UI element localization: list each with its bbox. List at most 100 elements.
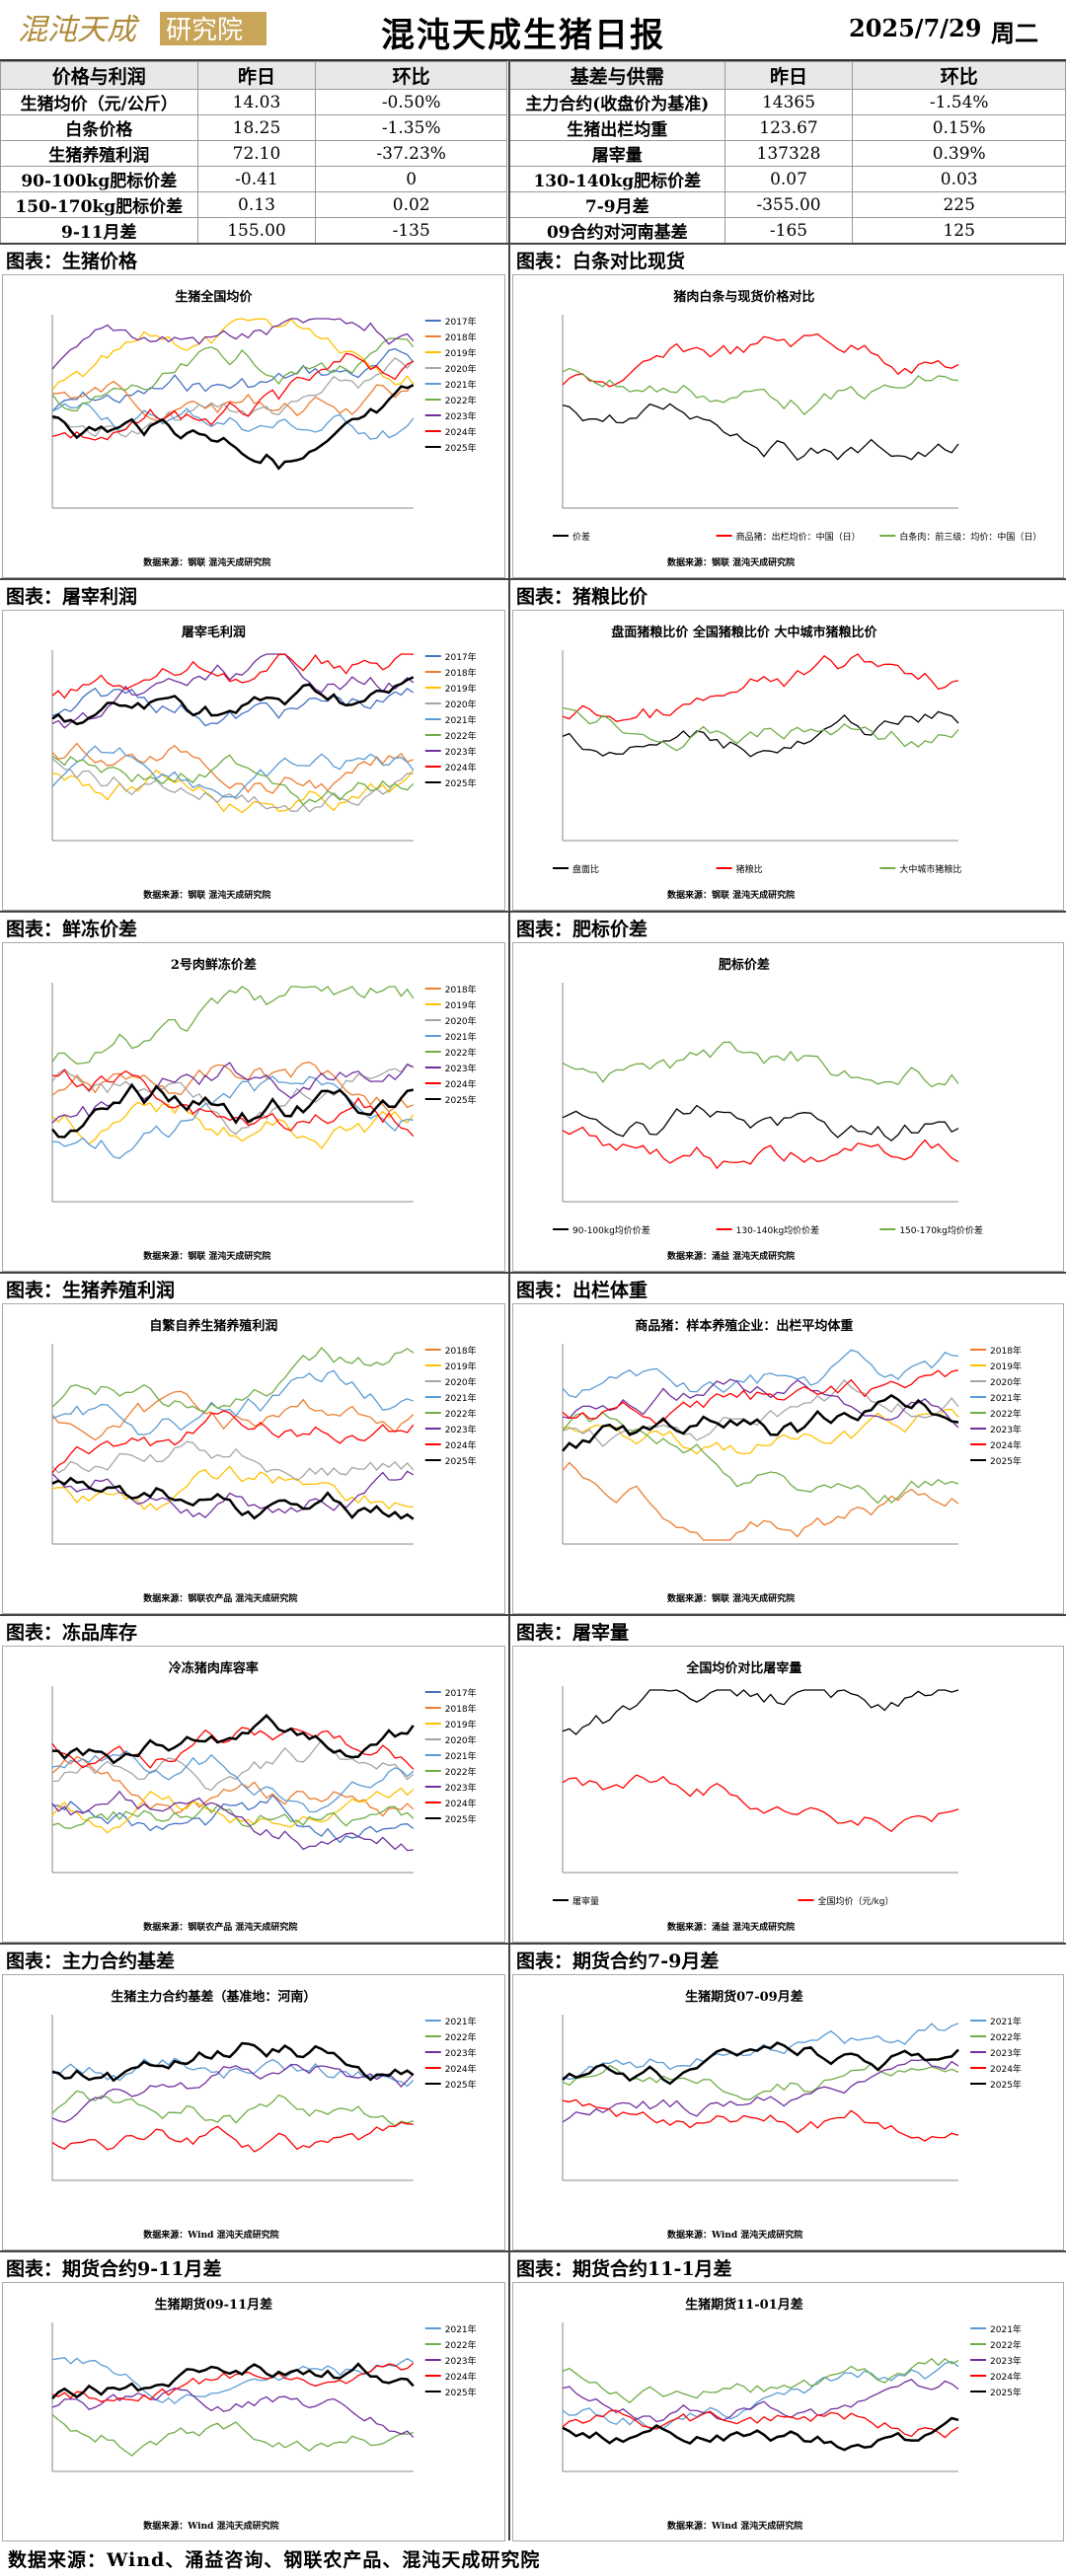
row-divider bbox=[0, 1943, 1066, 1945]
table-header: 环比 bbox=[852, 61, 1066, 90]
legend-item: 2021年 bbox=[445, 1392, 477, 1404]
series-line bbox=[51, 318, 415, 370]
legend-item: 2022年 bbox=[990, 1408, 1022, 1420]
legend-item: 2022年 bbox=[445, 2339, 477, 2351]
table-cell: 225 bbox=[852, 191, 1066, 218]
legend-item: 2025年 bbox=[445, 1455, 477, 1467]
table-row: 生猪出栏均重 123.67 0.15% bbox=[509, 114, 1066, 141]
section-label: 图表：期货合约9-11月差 bbox=[6, 2258, 222, 2280]
legend-item: 2019年 bbox=[445, 347, 477, 359]
legend-item: 2023年 bbox=[445, 2047, 477, 2059]
series-line bbox=[51, 1790, 414, 1852]
legend-item: 2018年 bbox=[445, 1703, 477, 1715]
series-line bbox=[51, 357, 415, 438]
legend-item: 2025年 bbox=[445, 1813, 477, 1825]
series-line bbox=[562, 1689, 959, 1735]
legend-item: 2024年 bbox=[445, 762, 477, 773]
series-line bbox=[51, 1465, 414, 1511]
chart-svg: 生猪期货09-11月差 2021年 2022年 2023年 2024年 2025年数据来源… bbox=[51, 2297, 477, 2532]
chart-title: 全国均价对比屠宰量 bbox=[685, 1660, 801, 1676]
chart-panel: 全国均价对比屠宰量 屠宰量 全国均价（元/kg） 数据来源：涌益 混沌天成研究院 bbox=[512, 1646, 1064, 1943]
legend-item: 2023年 bbox=[445, 1063, 477, 1074]
table-header: 基差与供需 bbox=[509, 61, 725, 90]
series-line bbox=[562, 1369, 959, 1426]
series-line bbox=[51, 2063, 415, 2123]
series-line bbox=[51, 1440, 415, 1482]
chart-panel: 生猪期货07-09月差 2021年 2022年 2023年 2024年 2025年 数据来源… bbox=[512, 1974, 1064, 2250]
chart-source: 数据来源：钢联 混沌天成研究院 bbox=[667, 556, 795, 568]
table-cell: 125 bbox=[852, 217, 1066, 244]
series-line bbox=[51, 380, 415, 423]
table-cell: 0.15% bbox=[852, 114, 1066, 141]
series-line bbox=[562, 1378, 959, 1448]
chart-svg: 商品猪：样本养殖企业：出栏平均体重 2018年 2019年 2020年 2021年 202… bbox=[562, 1318, 1022, 1604]
series-line bbox=[51, 653, 415, 729]
series-line bbox=[562, 403, 959, 462]
series-line bbox=[51, 1794, 415, 1844]
chart-panel: 屠宰毛利润 2017年 2018年 2019年 2020年 2021年 2022年 2023年… bbox=[2, 610, 505, 911]
series-line bbox=[562, 706, 959, 752]
series-line bbox=[51, 1068, 415, 1138]
legend-item: 2024年 bbox=[445, 426, 477, 438]
series-line bbox=[51, 2413, 414, 2457]
chart-source: 数据来源：Wind 混沌天成研究院 bbox=[143, 2520, 278, 2532]
table-cell: 屠宰量 bbox=[509, 140, 725, 167]
chart-title: 冷冻猪肉库容率 bbox=[169, 1660, 259, 1676]
table-cell: 0.13 bbox=[196, 191, 317, 218]
legend-item: 2019年 bbox=[445, 683, 477, 695]
row-divider bbox=[0, 911, 1066, 913]
series-line bbox=[51, 1755, 415, 1817]
section-label: 图表：期货合约7-9月差 bbox=[516, 1950, 720, 1972]
table-cell: 18.25 bbox=[196, 114, 317, 141]
series-line bbox=[562, 332, 959, 388]
series-line bbox=[51, 1410, 415, 1474]
series-line bbox=[51, 2057, 415, 2088]
section-label: 图表：屠宰量 bbox=[516, 1622, 630, 1644]
series-line bbox=[51, 1749, 415, 1813]
table-row: 7-9月差 -355.00 225 bbox=[509, 191, 1066, 218]
chart-panel: 自繁自养生猪养殖利润 2018年 2019年 2020年 2021年 2022年 2023年… bbox=[2, 1303, 505, 1614]
legend-item: 2025年 bbox=[445, 2387, 477, 2398]
table-row: 09合约对河南基差 -165 125 bbox=[509, 217, 1066, 244]
chart-title: 生猪期货09-11月差 bbox=[155, 2297, 273, 2313]
table-cell: 09合约对河南基差 bbox=[509, 217, 725, 244]
chart-panel: 生猪期货09-11月差 2021年 2022年 2023年 2024年 2025年 数据来源… bbox=[2, 2282, 505, 2541]
series-line bbox=[562, 1774, 959, 1833]
legend-item: 全国均价（元/kg） bbox=[818, 1895, 894, 1907]
series-line bbox=[51, 1787, 415, 1834]
legend-item: 2025年 bbox=[445, 777, 477, 789]
legend-item: 2021年 bbox=[445, 1750, 477, 1762]
svg-text:混沌天成: 混沌天成 bbox=[18, 13, 140, 47]
table-cell: 72.10 bbox=[196, 140, 317, 167]
table-cell: -1.54% bbox=[852, 89, 1066, 115]
table-cell: -0.41 bbox=[196, 166, 317, 192]
legend-item: 2023年 bbox=[990, 1424, 1022, 1435]
legend-item: 2021年 bbox=[445, 1031, 477, 1043]
legend-item: 2024年 bbox=[445, 1078, 477, 1090]
section-label: 图表：鲜冻价差 bbox=[6, 919, 138, 940]
table-cell: 白条价格 bbox=[0, 114, 198, 141]
chart-source: 数据来源：钢联 混沌天成研究院 bbox=[143, 556, 270, 568]
series-line bbox=[51, 2387, 415, 2438]
legend-item: 2021年 bbox=[445, 379, 477, 391]
section-label: 图表：生猪养殖利润 bbox=[6, 1280, 176, 1301]
series-line bbox=[51, 1082, 415, 1139]
table-cell: 0.03 bbox=[852, 166, 1066, 192]
chart-panel: 盘面猪粮比价 全国猪粮比价 大中城市猪粮比价 盘面比 猪粮比 大中城市猪粮比 数据来源：… bbox=[512, 610, 1064, 911]
legend-item: 盘面比 bbox=[572, 863, 599, 875]
legend-item: 2019年 bbox=[990, 1361, 1022, 1372]
chart-title: 商品猪：样本养殖企业：出栏平均体重 bbox=[635, 1318, 853, 1334]
legend-item: 2023年 bbox=[445, 410, 477, 422]
chart-source: 数据来源：钢联农产品 混沌天成研究院 bbox=[143, 1921, 297, 1933]
legend-item: 2020年 bbox=[445, 1734, 477, 1746]
legend-item: 白条肉：前三级：均价：中国（日） bbox=[899, 531, 1041, 543]
series-line bbox=[51, 687, 415, 727]
series-line bbox=[562, 1126, 959, 1170]
footer-source: 数据来源：Wind、涌益咨询、钢联农产品、混沌天成研究院 bbox=[8, 2549, 541, 2571]
legend-item: 2020年 bbox=[990, 1376, 1022, 1388]
chart-svg: 自繁自养生猪养殖利润 2018年 2019年 2020年 2021年 2022年 2023年… bbox=[51, 1318, 477, 1604]
chart-title: 猪肉白条与现货价格对比 bbox=[672, 289, 814, 305]
series-line bbox=[562, 2379, 959, 2423]
